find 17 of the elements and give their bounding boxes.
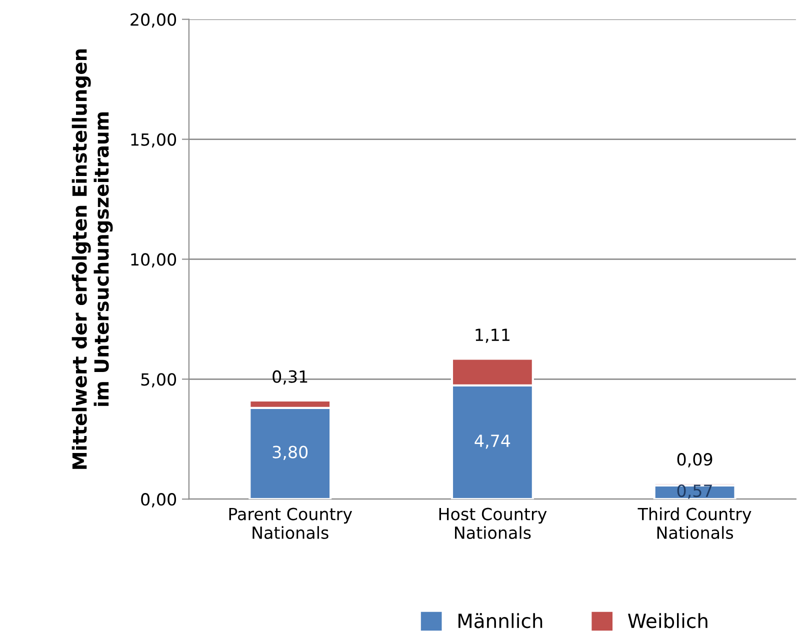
x-tick-label: Third Country Nationals: [638, 507, 752, 539]
x-tick-label: Parent Country Nationals: [229, 508, 352, 539]
data-label: 3,80: [272, 446, 308, 460]
y-tick-label: 10,00: [131, 253, 176, 268]
legend-label: Männlich: [458, 613, 542, 628]
y-tick-label: 5,00: [141, 373, 176, 388]
data-label: 0,31: [272, 370, 308, 385]
y-tick-label: 0,00: [141, 493, 176, 508]
y-axis-title: Mittelwert der erfolgten Einstellungen im Untersuchungszeitraum: [72, 49, 113, 469]
y-tick-label: 15,00: [131, 133, 176, 148]
data-label: 4,74: [474, 434, 510, 449]
legend-label: Weiblich: [628, 613, 708, 628]
y-tick-label: 20,00: [130, 13, 176, 28]
x-tick-label: Host Country Nationals: [439, 508, 547, 539]
data-label: 0,09: [677, 453, 712, 468]
data-label: 1,11: [476, 328, 510, 343]
data-label: 0,57: [677, 484, 712, 499]
